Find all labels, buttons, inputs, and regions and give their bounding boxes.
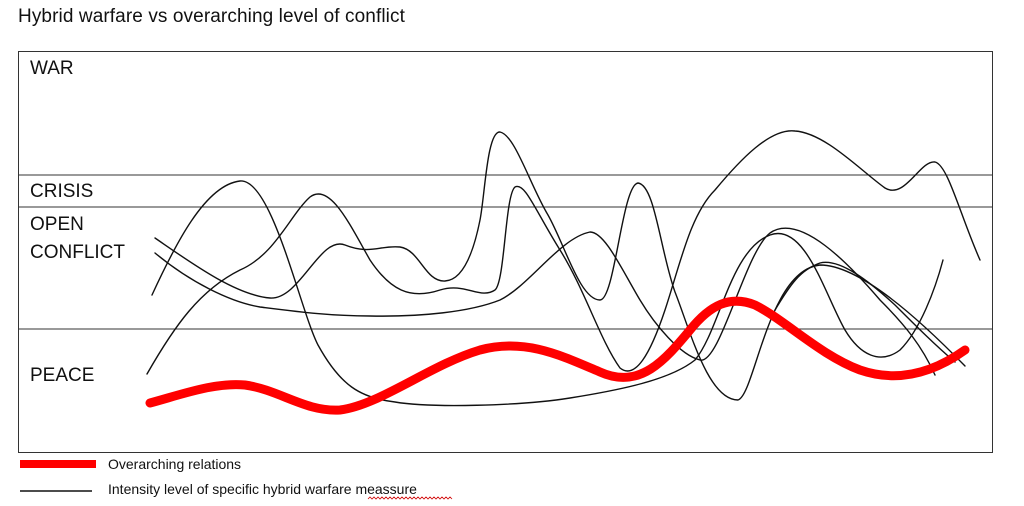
intensity-curve-1	[151, 180, 944, 407]
spellcheck-underline	[367, 496, 453, 500]
intensity-curve-4	[146, 130, 981, 375]
legend-overarching-label: Overarching relations	[108, 456, 241, 472]
diagram-title: Hybrid warfare vs overarching level of c…	[18, 6, 405, 27]
intensity-curve-5	[774, 261, 956, 363]
band-label-open: OPEN	[30, 214, 84, 235]
legend-intensity-label: Intensity level of specific hybrid warfa…	[108, 481, 417, 497]
band-label-war: WAR	[30, 58, 74, 79]
band-label-crisis: CRISIS	[30, 181, 93, 202]
band-label-conflict: CONFLICT	[30, 242, 125, 263]
overarching-relations-curve	[145, 296, 970, 415]
band-label-peace: PEACE	[30, 365, 94, 386]
diagram-frame	[18, 51, 993, 453]
intensity-curve-3	[154, 227, 936, 376]
intensity-curve-2	[154, 131, 966, 401]
